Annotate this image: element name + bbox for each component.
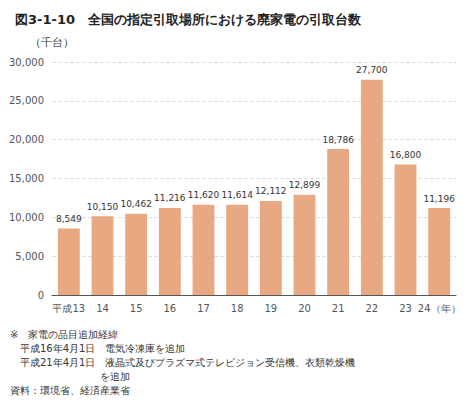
- svg-text:18,786: 18,786: [322, 135, 354, 145]
- svg-text:21: 21: [332, 303, 345, 314]
- svg-text:30,000: 30,000: [9, 57, 44, 68]
- svg-text:25,000: 25,000: [9, 95, 44, 106]
- svg-text:10,000: 10,000: [9, 212, 44, 223]
- svg-text:27,700: 27,700: [356, 65, 388, 75]
- svg-text:18: 18: [231, 303, 244, 314]
- svg-text:19: 19: [264, 303, 277, 314]
- svg-text:を追加: を追加: [10, 371, 130, 382]
- svg-text:15,000: 15,000: [9, 173, 44, 184]
- svg-text:平成16年4月1日 電気冷凍庫を追加: 平成16年4月1日 電気冷凍庫を追加: [10, 343, 185, 354]
- svg-text:12,112: 12,112: [255, 186, 287, 196]
- svg-text:11,620: 11,620: [188, 190, 220, 200]
- svg-text:14: 14: [96, 303, 109, 314]
- svg-text:23: 23: [399, 303, 412, 314]
- svg-text:24（年）: 24（年）: [418, 303, 461, 314]
- svg-text:資料：環境省、経済産業省: 資料：環境省、経済産業省: [10, 385, 130, 396]
- svg-text:10,150: 10,150: [87, 202, 119, 212]
- svg-text:12,899: 12,899: [289, 180, 321, 190]
- svg-text:※ 家電の品目追加経緯: ※ 家電の品目追加経緯: [10, 329, 118, 340]
- svg-text:5,000: 5,000: [15, 251, 44, 262]
- svg-text:8,549: 8,549: [56, 214, 82, 224]
- svg-text:図3-1-10 全国の指定引取場所における廃家電の引取台数: 図3-1-10 全国の指定引取場所における廃家電の引取台数: [15, 12, 362, 27]
- svg-text:11,196: 11,196: [423, 194, 455, 204]
- svg-text:15: 15: [130, 303, 143, 314]
- svg-text:（千台）: （千台）: [30, 36, 74, 49]
- svg-text:11,216: 11,216: [154, 193, 186, 203]
- svg-text:20: 20: [298, 303, 311, 314]
- svg-text:22: 22: [365, 303, 378, 314]
- svg-text:20,000: 20,000: [9, 134, 44, 145]
- svg-text:0: 0: [38, 290, 44, 301]
- svg-text:11,614: 11,614: [221, 190, 253, 200]
- svg-text:10,462: 10,462: [120, 199, 152, 209]
- svg-text:17: 17: [197, 303, 210, 314]
- svg-text:16,800: 16,800: [390, 150, 422, 160]
- svg-text:平成21年4月1日 液晶式及びプラズマ式テレビジョン受信機、: 平成21年4月1日 液晶式及びプラズマ式テレビジョン受信機、衣類乾燥機: [10, 357, 355, 368]
- svg-text:16: 16: [163, 303, 176, 314]
- svg-text:平成13: 平成13: [52, 303, 85, 314]
